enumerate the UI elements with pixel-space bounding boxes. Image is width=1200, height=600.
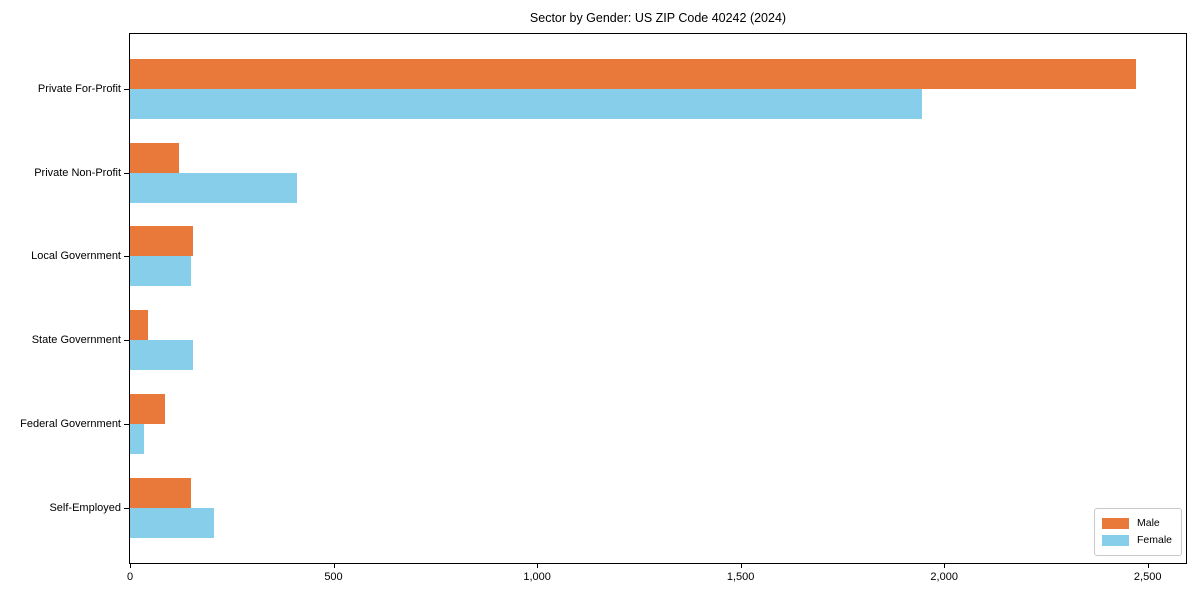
x-tick-mark: [537, 564, 539, 568]
y-tick-mark: [124, 88, 129, 90]
y-tick-mark: [124, 423, 129, 425]
bar-male-3: [130, 226, 194, 257]
x-tick-mark: [944, 564, 946, 568]
bar-male-4: [130, 310, 149, 341]
y-tick-mark: [124, 340, 129, 342]
y-tick-mark: [124, 172, 129, 174]
legend-label: Female: [1136, 534, 1172, 546]
legend-label: Male: [1136, 517, 1160, 529]
x-tick-label: 1,000: [523, 571, 551, 583]
x-tick-label: 1,500: [726, 571, 755, 583]
bar-female-6: [130, 507, 214, 538]
bar-male-5: [130, 393, 165, 424]
x-tick-mark: [130, 564, 131, 568]
x-tick-mark: [333, 564, 335, 568]
category-label: State Government: [31, 334, 121, 347]
category-label: Local Government: [31, 250, 121, 263]
bar-female-5: [130, 423, 145, 454]
bar-male-6: [130, 477, 192, 508]
x-tick-label: 0: [126, 571, 134, 583]
bar-male-2: [130, 142, 179, 173]
chart-title: Sector by Gender: US ZIP Code 40242 (202…: [529, 11, 787, 25]
bar-female-3: [130, 256, 192, 287]
legend-swatch-male: [1101, 518, 1129, 529]
bar-female-1: [130, 88, 922, 119]
category-label: Self-Employed: [49, 501, 121, 514]
category-label: Private Non-Profit: [34, 166, 121, 179]
x-tick-label: 2,500: [1133, 571, 1162, 583]
bar-female-2: [130, 172, 297, 203]
legend-entry-female: Female: [1101, 532, 1172, 549]
legend-entry-male: Male: [1101, 515, 1172, 532]
bar-female-4: [130, 340, 194, 371]
bar-male-1: [130, 58, 1136, 89]
legend: Male Female: [1093, 508, 1182, 556]
y-tick-mark: [124, 256, 129, 258]
x-tick-label: 2,000: [930, 571, 958, 583]
legend-swatch-female: [1101, 535, 1129, 546]
x-tick-mark: [1147, 564, 1149, 568]
y-tick-mark: [124, 507, 129, 509]
category-label: Federal Government: [20, 417, 121, 430]
category-label: Private For-Profit: [37, 82, 121, 95]
x-tick-label: 500: [324, 571, 343, 583]
x-tick-mark: [740, 564, 742, 568]
plot-area: Male Female: [129, 33, 1187, 564]
